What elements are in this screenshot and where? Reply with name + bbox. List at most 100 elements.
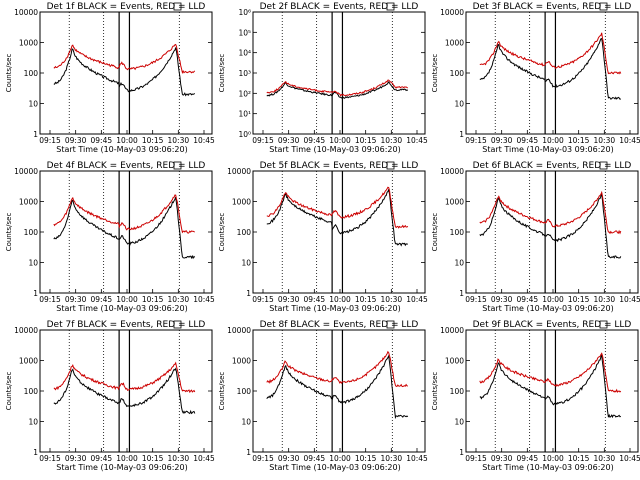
y-axis-label: Counts/sec: [218, 213, 226, 252]
y-tick-label: 1: [459, 130, 464, 139]
y-tick-label: 10: [28, 259, 38, 268]
y-axis-label: Counts/sec: [431, 372, 439, 411]
y-tick-label: 1: [459, 448, 464, 457]
title-box-icon: [173, 161, 182, 170]
y-axis-label: Counts/sec: [218, 54, 226, 93]
x-tick-label: 10:30: [381, 295, 403, 304]
x-tick-label: 09:15: [39, 454, 61, 463]
x-tick-label: 10:45: [406, 295, 428, 304]
y-tick-label: 10000: [440, 326, 464, 335]
y-tick-label: 10: [28, 418, 38, 427]
plot-frame: [39, 11, 213, 135]
x-tick-label: 09:15: [39, 295, 61, 304]
x-tick-label: 09:15: [465, 295, 487, 304]
x-tick-label: 10:45: [619, 295, 640, 304]
y-tick-label: 100: [24, 228, 39, 237]
y-tick-label: 10: [454, 418, 464, 427]
panel-2: Det 2f BLACK = Events, RED = LLD 10⁰ 10¹ 10…: [218, 2, 428, 154]
x-tick-label: 10:30: [168, 136, 190, 145]
panel-title: Det 3f BLACK = Events, RED = LLD: [473, 2, 632, 12]
y-axis-label: Counts/sec: [218, 372, 226, 411]
y-tick-label: 100: [24, 69, 39, 78]
series-line-events: [266, 187, 409, 247]
series-line-events: [479, 37, 622, 100]
panel-9: Det 9f BLACK = Events, RED = LLD 1 10 100 10…: [431, 320, 640, 472]
title-box-icon: [386, 320, 395, 329]
x-tick-label: 09:30: [65, 136, 87, 145]
series-line-lld: [266, 186, 409, 229]
y-tick-label: 1: [246, 448, 251, 457]
panel-title: Det 2f BLACK = Events, RED = LLD: [260, 2, 419, 12]
x-axis-label: Start Time (10-May-03 09:06:20): [56, 145, 187, 154]
panel-5: Det 5f BLACK = Events, RED = LLD 1 10 100 10…: [218, 161, 428, 313]
y-axis-label: Counts/sec: [431, 213, 439, 252]
title-box-icon: [173, 2, 182, 11]
y-tick-label: 10³: [238, 69, 251, 78]
x-tick-label: 10:45: [406, 454, 428, 463]
y-tick-label: 10000: [14, 167, 38, 176]
y-tick-label: 10000: [227, 167, 251, 176]
y-tick-label: 10⁵: [238, 28, 251, 37]
x-axis-label: Start Time (10-May-03 09:06:20): [269, 304, 400, 313]
series-line-events: [53, 196, 196, 260]
panel-title: Det 1f BLACK = Events, RED = LLD: [47, 2, 206, 12]
title-box-icon: [599, 161, 608, 170]
x-axis-label: Start Time (10-May-03 09:06:20): [482, 304, 613, 313]
x-tick-label: 09:45: [91, 136, 113, 145]
x-axis-label: Start Time (10-May-03 09:06:20): [56, 304, 187, 313]
x-tick-label: 09:45: [517, 136, 539, 145]
x-tick-label: 10:00: [329, 454, 351, 463]
x-tick-label: 10:45: [619, 136, 640, 145]
y-tick-label: 10: [454, 100, 464, 109]
x-tick-label: 09:45: [517, 454, 539, 463]
y-axis-label: Counts/sec: [5, 372, 13, 411]
y-tick-label: 100: [237, 228, 252, 237]
x-tick-label: 09:15: [39, 136, 61, 145]
x-tick-label: 10:15: [568, 454, 590, 463]
y-tick-label: 1000: [19, 198, 38, 207]
x-tick-label: 10:45: [619, 454, 640, 463]
x-tick-label: 09:45: [91, 454, 113, 463]
x-tick-label: 10:15: [355, 295, 377, 304]
x-tick-label: 10:00: [542, 454, 564, 463]
y-tick-label: 1000: [232, 198, 251, 207]
panel-6: Det 6f BLACK = Events, RED = LLD 1 10 100 10…: [431, 161, 640, 313]
y-tick-label: 1000: [445, 198, 464, 207]
title-box-icon: [599, 320, 608, 329]
x-tick-label: 09:30: [491, 295, 513, 304]
x-tick-label: 09:45: [517, 295, 539, 304]
y-tick-label: 1: [246, 289, 251, 298]
x-tick-label: 09:45: [91, 295, 113, 304]
panel-7: Det 7f BLACK = Events, RED = LLD 1 10 100 10…: [5, 320, 215, 472]
x-tick-label: 10:00: [116, 136, 138, 145]
panel-title: Det 7f BLACK = Events, RED = LLD: [47, 320, 206, 330]
x-tick-label: 10:45: [406, 136, 428, 145]
x-tick-label: 10:30: [381, 136, 403, 145]
y-tick-label: 1000: [445, 357, 464, 366]
y-tick-label: 100: [24, 387, 39, 396]
y-tick-label: 1000: [232, 357, 251, 366]
series-line-events: [479, 353, 622, 419]
y-axis-label: Counts/sec: [431, 54, 439, 93]
series-line-lld: [53, 43, 196, 75]
series-line-lld: [53, 361, 196, 394]
series-line-lld: [479, 190, 622, 235]
series-line-events: [53, 367, 196, 415]
y-tick-label: 10: [241, 418, 251, 427]
x-tick-label: 10:30: [594, 136, 616, 145]
x-tick-label: 09:45: [304, 295, 326, 304]
x-tick-label: 10:30: [381, 454, 403, 463]
series-line-events: [53, 47, 196, 97]
y-tick-label: 10²: [238, 89, 251, 98]
series-line-events: [266, 354, 409, 420]
series-line-events: [266, 81, 409, 99]
y-tick-label: 10: [454, 259, 464, 268]
series-line-lld: [479, 32, 622, 75]
y-tick-label: 10⁴: [238, 49, 251, 58]
x-tick-label: 10:45: [193, 454, 215, 463]
y-tick-label: 10000: [440, 8, 464, 17]
x-axis-label: Start Time (10-May-03 09:06:20): [482, 463, 613, 472]
x-tick-label: 10:45: [193, 295, 215, 304]
x-tick-label: 09:30: [65, 295, 87, 304]
x-tick-label: 09:30: [491, 454, 513, 463]
